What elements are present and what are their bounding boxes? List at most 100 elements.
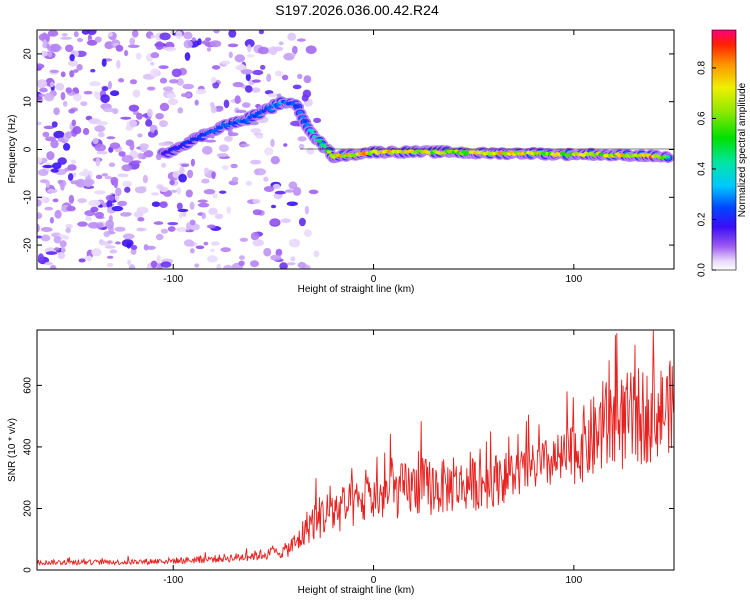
colorbar-tick-label: 0.0 (697, 263, 708, 277)
heatmap-noise-blob (37, 96, 43, 101)
heatmap-noise-blob (189, 201, 195, 210)
heatmap-noise-blob (77, 198, 87, 204)
heatmap-noise-blob (37, 157, 43, 164)
heatmap-noise-blob (195, 245, 205, 250)
heatmap-noise-blob (254, 168, 259, 176)
heatmap-noise-blob (142, 174, 148, 184)
heatmap-ridge-core (302, 119, 308, 124)
heatmap-noise-blob (275, 248, 283, 257)
heatmap-noise-blob (111, 205, 124, 212)
heatmap-noise-blob (107, 262, 114, 268)
heatmap-noise-blob (67, 60, 78, 67)
heatmap-noise-blob (50, 264, 57, 269)
heatmap-noise-blob (156, 184, 164, 190)
heatmap-noise-blob (150, 68, 160, 78)
snr-x-tick-label: -100 (163, 575, 183, 586)
heatmap-noise-blob (129, 119, 137, 128)
heatmap-noise-blob (159, 77, 168, 84)
heatmap-noise-blob (252, 199, 261, 204)
heatmap-noise-blob (76, 64, 83, 71)
heatmap-noise-blob (136, 112, 143, 120)
heatmap-noise-blob (53, 107, 60, 116)
heatmap-noise-blob (94, 190, 106, 195)
heatmap-noise-blob (132, 89, 141, 98)
heatmap-noise-blob (205, 37, 212, 42)
heatmap-noise-blob (240, 143, 250, 147)
heatmap-noise-blob (124, 50, 129, 57)
heatmap-noise-blob (106, 136, 116, 140)
heatmap-noise-blob (113, 179, 118, 189)
heatmap-noise-blob (39, 87, 48, 93)
heatmap-noise-blob (158, 65, 169, 69)
heatmap-noise-blob (49, 217, 55, 224)
heatmap-noise-blob (42, 39, 47, 49)
heatmap-noise-blob (246, 54, 255, 58)
heatmap-noise-blob (291, 45, 298, 55)
heatmap-noise-blob (220, 247, 231, 253)
heatmap-noise-blob (180, 163, 190, 167)
heatmap-noise-blob (60, 71, 66, 78)
heatmap-noise-blob (212, 193, 218, 199)
heatmap-noise-blob (286, 201, 298, 207)
heatmap-noise-blob (159, 32, 171, 41)
heatmap-noise-blob (65, 131, 72, 139)
heatmap-noise-blob (234, 54, 245, 63)
heatmap-noise-blob (197, 38, 202, 46)
heatmap-noise-blob (176, 202, 183, 210)
heatmap-noise-blob (42, 164, 54, 169)
heatmap-ridge-core (252, 114, 257, 119)
heatmap-ridge-core (213, 128, 219, 132)
heatmap-ridge-core (290, 102, 296, 106)
heatmap-noise-blob (204, 139, 217, 143)
heatmap-noise-blob (91, 248, 102, 257)
heatmap-noise-blob (53, 130, 65, 139)
heatmap-noise-blob (146, 266, 151, 269)
heatmap-noise-blob (47, 188, 56, 194)
heatmap-noise-blob (189, 219, 196, 226)
heatmap-noise-blob (95, 174, 103, 180)
heatmap-noise-blob (175, 227, 187, 232)
heatmap-noise-blob (115, 187, 122, 197)
heatmap-noise-blob (212, 81, 220, 89)
heatmap-noise-blob (52, 162, 62, 170)
heatmap-noise-blob (308, 189, 319, 195)
heatmap-noise-blob (190, 248, 195, 254)
heatmap-noise-blob (73, 69, 79, 73)
heatmap-noise-blob (46, 151, 55, 161)
heatmap-noise-blob (70, 159, 77, 164)
heatmap-noise-blob (166, 93, 176, 99)
heatmap-noise-blob (67, 173, 74, 181)
heatmap-noise-blob (176, 78, 184, 86)
heatmap-noise-blob (185, 189, 193, 198)
heatmap-noise-blob (159, 102, 170, 112)
heatmap-noise-blob (44, 92, 55, 102)
heatmap-noise-blob (169, 79, 179, 84)
heatmap-ridge-core (312, 134, 317, 139)
heatmap-noise-blob (130, 245, 138, 250)
heatmap-noise-blob (129, 79, 138, 85)
heatmap-noise-blob (103, 231, 111, 238)
heatmap-noise-blob (94, 143, 107, 152)
heatmap-noise-blob (211, 65, 221, 70)
heatmap-noise-blob (121, 155, 134, 163)
snr-x-ticks: -100 0 100 (163, 330, 583, 586)
heatmap-noise-blob (50, 139, 59, 149)
heatmap-noise-blob (158, 142, 171, 147)
heatmap-noise-blob (120, 116, 132, 120)
heatmap-noise-blob (71, 119, 77, 127)
heatmap-noise-blob (102, 202, 107, 208)
heatmap-noise-blob (101, 58, 107, 67)
heatmap-noise-blob (127, 259, 132, 266)
heatmap-noise-blob (252, 79, 261, 83)
heatmap-noise-blob (40, 234, 51, 242)
heatmap-noise-blob (150, 52, 160, 59)
heatmap-noise-blob (40, 157, 48, 163)
heatmap-noise-blob (313, 117, 322, 123)
colorbar-tick-label: 0.2 (697, 212, 708, 226)
heatmap-noise-blob (59, 240, 67, 248)
snr-panel: -100 0 100 0 200 400 600 Height of straight l… (7, 329, 675, 596)
heatmap-noise-blob (211, 171, 216, 180)
snr-series-line (37, 330, 674, 567)
heatmap-noise-blob (210, 102, 215, 108)
heatmap-noise-blob (206, 47, 212, 52)
